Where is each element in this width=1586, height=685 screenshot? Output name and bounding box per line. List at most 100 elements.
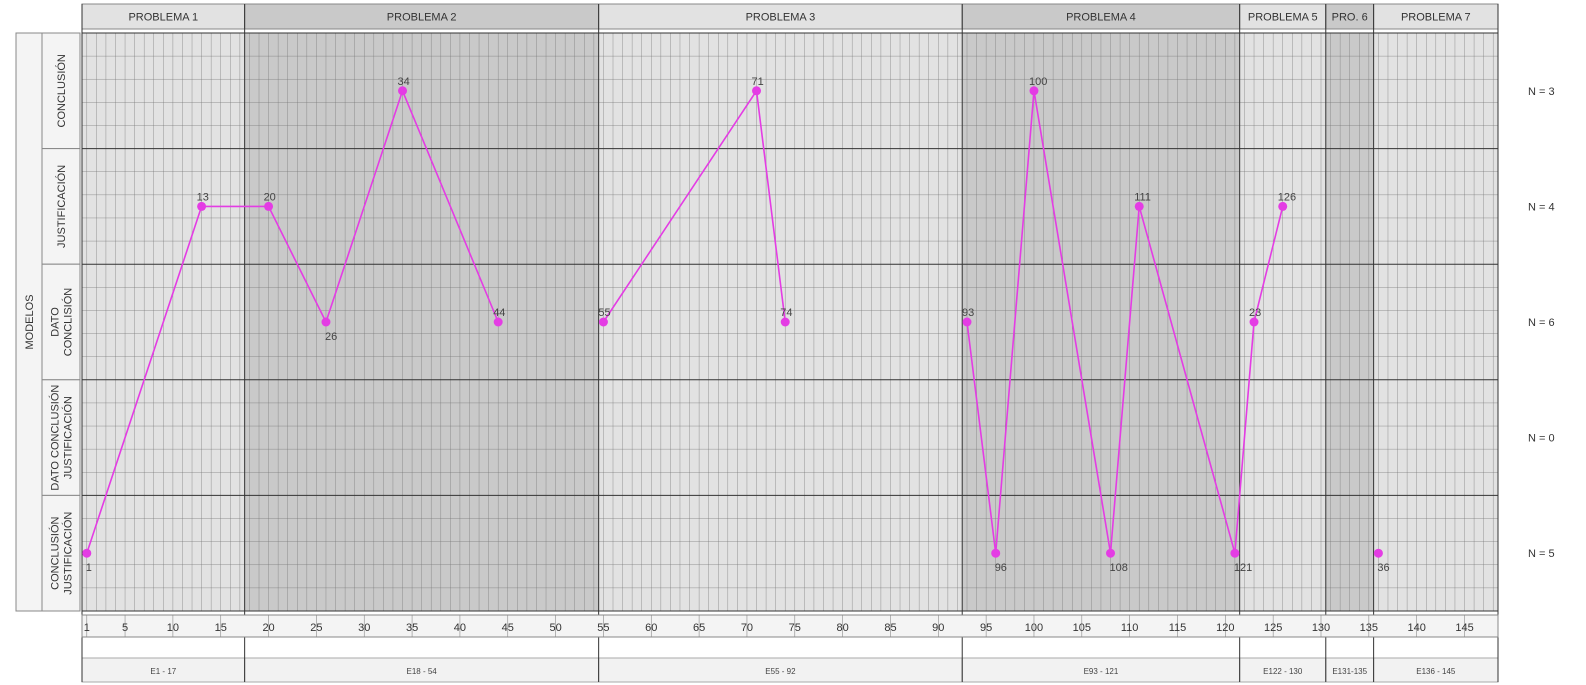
data-label: 44	[493, 307, 505, 319]
problem-footer	[244, 657, 600, 683]
category-label: JUSTIFICACIÓN	[55, 165, 68, 248]
x-tick-label: 110	[1121, 622, 1139, 634]
data-point	[197, 201, 207, 211]
problem-header-label: PROBLEMA 2	[387, 12, 457, 24]
x-tick-label: 145	[1455, 622, 1473, 634]
category-label: CONCLISIÓN	[62, 288, 75, 357]
x-tick-label: 70	[741, 622, 753, 634]
x-tick-label: 115	[1169, 622, 1187, 634]
x-tick-label: 55	[597, 622, 609, 634]
problem-footer	[598, 657, 963, 683]
problem-range-label: E1 - 17	[150, 667, 176, 676]
data-point	[1106, 548, 1116, 558]
problem-range-label: E93 - 121	[1084, 667, 1119, 676]
problem-footer	[1373, 657, 1499, 683]
x-tick-label: 60	[645, 622, 657, 634]
problem-range-label: E55 - 92	[765, 667, 796, 676]
x-tick-label: 105	[1073, 622, 1091, 634]
problem-header-label: PROBLEMA 4	[1066, 12, 1136, 24]
problem-header	[1325, 3, 1375, 30]
data-point	[780, 317, 790, 327]
data-label: 26	[325, 331, 337, 343]
category-cell	[41, 263, 81, 381]
data-label: 121	[1234, 562, 1252, 574]
x-tick-label: 1	[84, 622, 90, 634]
data-point	[1029, 86, 1039, 96]
x-tick-label: 65	[693, 622, 705, 634]
problem-header-label: PROBLEMA 3	[746, 12, 816, 24]
problem-header	[81, 3, 246, 30]
series-line	[1253, 206, 1284, 323]
x-tick-label: 120	[1216, 622, 1234, 634]
data-point	[264, 201, 274, 211]
data-label: 100	[1029, 76, 1047, 88]
problem-header	[598, 3, 963, 30]
category-label: CONCLUSIÓN	[55, 54, 68, 127]
data-point	[962, 317, 972, 327]
data-point	[1278, 201, 1288, 211]
data-label: 23	[1249, 307, 1261, 319]
data-point	[321, 317, 331, 327]
x-tick-label: 130	[1312, 622, 1330, 634]
plot-frame	[81, 32, 1499, 612]
series-line	[86, 88, 499, 554]
data-label: 36	[1377, 562, 1389, 574]
problem-band	[598, 33, 963, 611]
data-point	[991, 548, 1001, 558]
x-tick-label: 5	[122, 622, 128, 634]
x-tick-label: 140	[1407, 622, 1425, 634]
problem-range-label: E122 - 130	[1263, 667, 1303, 676]
x-tick-label: 20	[262, 622, 274, 634]
n-count-label: N = 0	[1528, 433, 1555, 445]
data-label: 71	[752, 76, 764, 88]
problem-footer	[1239, 657, 1327, 683]
category-label: JUSTIFICACIÓN	[62, 396, 75, 479]
x-tick-label: 15	[215, 622, 227, 634]
data-point	[1373, 548, 1383, 558]
data-point	[1230, 548, 1240, 558]
problem-header-label: PROBLEMA 1	[128, 12, 198, 24]
data-label: 13	[197, 191, 209, 203]
data-label: 126	[1278, 191, 1296, 203]
n-count-label: N = 5	[1528, 548, 1555, 560]
data-point	[82, 548, 92, 558]
x-tick-label: 30	[358, 622, 370, 634]
x-tick-label: 25	[310, 622, 322, 634]
data-label: 55	[598, 307, 610, 319]
data-point	[398, 86, 408, 96]
outer-axis-label: MODELOS	[24, 294, 36, 349]
problem-header	[1239, 3, 1327, 30]
x-tick-label: 85	[884, 622, 896, 634]
problem-header-label: PROBLEMA 5	[1248, 12, 1318, 24]
x-tick-label: 40	[454, 622, 466, 634]
outer-label-box	[15, 32, 43, 612]
tick-strip	[81, 614, 1499, 638]
data-point	[1249, 317, 1259, 327]
x-tick-label: 80	[836, 622, 848, 634]
problem-range-label: E131-135	[1332, 667, 1367, 676]
category-cell	[41, 32, 81, 150]
data-point	[598, 317, 608, 327]
category-label: CONCLUSIÓN	[49, 516, 62, 589]
data-label: 93	[962, 307, 974, 319]
problem-header-label: PRO. 6	[1332, 12, 1368, 24]
data-label: 34	[398, 76, 410, 88]
n-count-label: N = 6	[1528, 317, 1555, 329]
data-label: 74	[780, 307, 792, 319]
data-point	[1134, 201, 1144, 211]
problem-header	[961, 3, 1241, 30]
data-label: 111	[1134, 191, 1151, 203]
category-cell	[41, 494, 81, 612]
x-tick-label: 50	[549, 622, 561, 634]
x-tick-label: 95	[980, 622, 992, 634]
category-label: DATO	[50, 307, 62, 337]
x-tick-label: 35	[406, 622, 418, 634]
x-tick-label: 75	[789, 622, 801, 634]
n-count-label: N = 4	[1528, 201, 1555, 213]
category-label: JUSTIFICACIÓN	[62, 512, 75, 595]
problem-header-label: PROBLEMA 7	[1401, 12, 1471, 24]
category-cell	[41, 148, 81, 265]
data-point	[752, 86, 762, 96]
problem-range-label: E136 - 145	[1416, 667, 1456, 676]
